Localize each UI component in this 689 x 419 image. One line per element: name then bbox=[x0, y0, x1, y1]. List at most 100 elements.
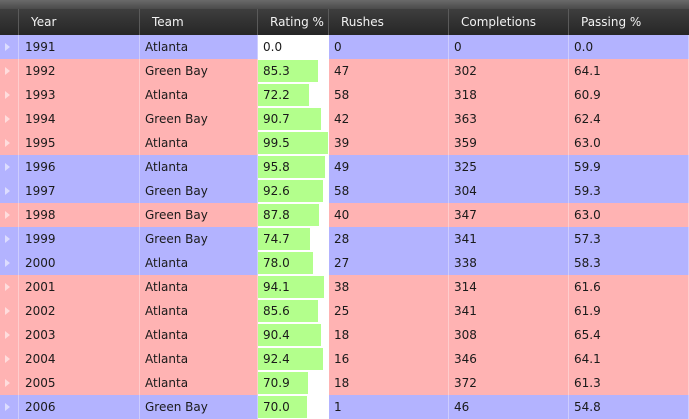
cell-completions[interactable]: 308 bbox=[449, 323, 569, 347]
cell-completions[interactable]: 341 bbox=[449, 299, 569, 323]
cell-year[interactable]: 1993 bbox=[19, 83, 140, 107]
cell-year[interactable]: 2006 bbox=[19, 395, 140, 419]
row-selector[interactable] bbox=[0, 251, 19, 275]
table-row[interactable]: 2001 Atlanta 94.1 38 314 61.6 bbox=[0, 275, 689, 299]
select-all-corner[interactable] bbox=[0, 9, 19, 35]
row-selector[interactable] bbox=[0, 35, 19, 59]
cell-team[interactable]: Atlanta bbox=[140, 131, 258, 155]
cell-completions[interactable]: 347 bbox=[449, 203, 569, 227]
table-row[interactable]: 1995 Atlanta 99.5 39 359 63.0 bbox=[0, 131, 689, 155]
cell-rating[interactable]: 95.8 bbox=[258, 155, 329, 179]
cell-team[interactable]: Green Bay bbox=[140, 227, 258, 251]
cell-team[interactable]: Green Bay bbox=[140, 107, 258, 131]
cell-year[interactable]: 2004 bbox=[19, 347, 140, 371]
cell-rushes[interactable]: 18 bbox=[329, 371, 449, 395]
cell-team[interactable]: Atlanta bbox=[140, 323, 258, 347]
cell-completions[interactable]: 346 bbox=[449, 347, 569, 371]
cell-team[interactable]: Green Bay bbox=[140, 179, 258, 203]
cell-year[interactable]: 2002 bbox=[19, 299, 140, 323]
table-row[interactable]: 2002 Atlanta 85.6 25 341 61.9 bbox=[0, 299, 689, 323]
cell-passing[interactable]: 63.0 bbox=[569, 203, 689, 227]
cell-rushes[interactable]: 1 bbox=[329, 395, 449, 419]
cell-completions[interactable]: 46 bbox=[449, 395, 569, 419]
cell-team[interactable]: Atlanta bbox=[140, 347, 258, 371]
cell-rating[interactable]: 87.8 bbox=[258, 203, 329, 227]
cell-completions[interactable]: 0 bbox=[449, 35, 569, 59]
row-selector[interactable] bbox=[0, 227, 19, 251]
table-row[interactable]: 2004 Atlanta 92.4 16 346 64.1 bbox=[0, 347, 689, 371]
cell-year[interactable]: 1999 bbox=[19, 227, 140, 251]
row-selector[interactable] bbox=[0, 275, 19, 299]
table-row[interactable]: 2005 Atlanta 70.9 18 372 61.3 bbox=[0, 371, 689, 395]
cell-year[interactable]: 2001 bbox=[19, 275, 140, 299]
row-selector[interactable] bbox=[0, 107, 19, 131]
cell-completions[interactable]: 318 bbox=[449, 83, 569, 107]
column-header-rating[interactable]: Rating % bbox=[258, 9, 329, 35]
column-header-completions[interactable]: Completions bbox=[449, 9, 569, 35]
table-row[interactable]: 2006 Green Bay 70.0 1 46 54.8 bbox=[0, 395, 689, 419]
cell-passing[interactable]: 57.3 bbox=[569, 227, 689, 251]
cell-rushes[interactable]: 0 bbox=[329, 35, 449, 59]
cell-rating[interactable]: 90.4 bbox=[258, 323, 329, 347]
cell-rating[interactable]: 0.0 bbox=[258, 35, 329, 59]
cell-rushes[interactable]: 42 bbox=[329, 107, 449, 131]
cell-team[interactable]: Green Bay bbox=[140, 59, 258, 83]
cell-rating[interactable]: 74.7 bbox=[258, 227, 329, 251]
cell-year[interactable]: 2003 bbox=[19, 323, 140, 347]
cell-rating[interactable]: 85.3 bbox=[258, 59, 329, 83]
cell-team[interactable]: Atlanta bbox=[140, 155, 258, 179]
cell-rushes[interactable]: 28 bbox=[329, 227, 449, 251]
cell-passing[interactable]: 0.0 bbox=[569, 35, 689, 59]
cell-completions[interactable]: 341 bbox=[449, 227, 569, 251]
cell-completions[interactable]: 314 bbox=[449, 275, 569, 299]
cell-completions[interactable]: 325 bbox=[449, 155, 569, 179]
row-selector[interactable] bbox=[0, 59, 19, 83]
column-header-year[interactable]: Year bbox=[19, 9, 140, 35]
cell-passing[interactable]: 64.1 bbox=[569, 347, 689, 371]
cell-rating[interactable]: 94.1 bbox=[258, 275, 329, 299]
cell-year[interactable]: 1997 bbox=[19, 179, 140, 203]
cell-year[interactable]: 1998 bbox=[19, 203, 140, 227]
cell-year[interactable]: 1992 bbox=[19, 59, 140, 83]
table-row[interactable]: 1992 Green Bay 85.3 47 302 64.1 bbox=[0, 59, 689, 83]
cell-rating[interactable]: 99.5 bbox=[258, 131, 329, 155]
cell-team[interactable]: Atlanta bbox=[140, 299, 258, 323]
cell-rating[interactable]: 70.0 bbox=[258, 395, 329, 419]
row-selector[interactable] bbox=[0, 83, 19, 107]
cell-team[interactable]: Atlanta bbox=[140, 275, 258, 299]
cell-year[interactable]: 1995 bbox=[19, 131, 140, 155]
cell-rating[interactable]: 78.0 bbox=[258, 251, 329, 275]
cell-passing[interactable]: 62.4 bbox=[569, 107, 689, 131]
table-row[interactable]: 1991 Atlanta 0.0 0 0 0.0 bbox=[0, 35, 689, 59]
cell-completions[interactable]: 302 bbox=[449, 59, 569, 83]
column-header-team[interactable]: Team bbox=[140, 9, 258, 35]
cell-year[interactable]: 1996 bbox=[19, 155, 140, 179]
column-header-rushes[interactable]: Rushes bbox=[329, 9, 449, 35]
cell-rushes[interactable]: 27 bbox=[329, 251, 449, 275]
cell-completions[interactable]: 359 bbox=[449, 131, 569, 155]
cell-year[interactable]: 1994 bbox=[19, 107, 140, 131]
cell-passing[interactable]: 60.9 bbox=[569, 83, 689, 107]
cell-team[interactable]: Atlanta bbox=[140, 371, 258, 395]
cell-rushes[interactable]: 25 bbox=[329, 299, 449, 323]
cell-completions[interactable]: 372 bbox=[449, 371, 569, 395]
cell-passing[interactable]: 65.4 bbox=[569, 323, 689, 347]
table-row[interactable]: 1993 Atlanta 72.2 58 318 60.9 bbox=[0, 83, 689, 107]
table-row[interactable]: 1996 Atlanta 95.8 49 325 59.9 bbox=[0, 155, 689, 179]
cell-passing[interactable]: 61.3 bbox=[569, 371, 689, 395]
cell-rating[interactable]: 70.9 bbox=[258, 371, 329, 395]
row-selector[interactable] bbox=[0, 179, 19, 203]
cell-rushes[interactable]: 40 bbox=[329, 203, 449, 227]
row-selector[interactable] bbox=[0, 371, 19, 395]
cell-team[interactable]: Green Bay bbox=[140, 395, 258, 419]
cell-passing[interactable]: 63.0 bbox=[569, 131, 689, 155]
cell-team[interactable]: Atlanta bbox=[140, 251, 258, 275]
cell-team[interactable]: Atlanta bbox=[140, 35, 258, 59]
cell-rushes[interactable]: 47 bbox=[329, 59, 449, 83]
cell-rushes[interactable]: 18 bbox=[329, 323, 449, 347]
cell-rushes[interactable]: 58 bbox=[329, 83, 449, 107]
cell-passing[interactable]: 61.9 bbox=[569, 299, 689, 323]
table-row[interactable]: 1994 Green Bay 90.7 42 363 62.4 bbox=[0, 107, 689, 131]
cell-rating[interactable]: 85.6 bbox=[258, 299, 329, 323]
cell-rating[interactable]: 92.4 bbox=[258, 347, 329, 371]
